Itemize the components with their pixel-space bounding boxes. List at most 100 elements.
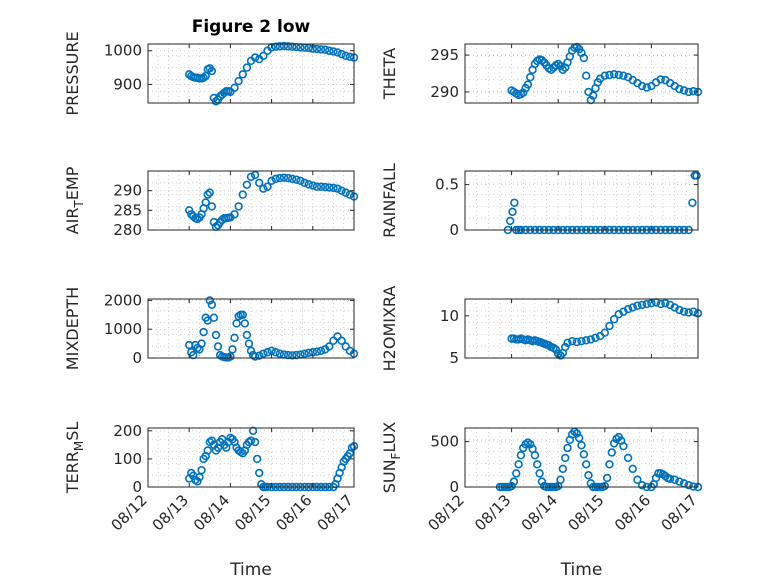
data-point (556, 475, 565, 484)
data-point (320, 45, 330, 54)
data-point (526, 72, 535, 82)
x-axis-label: Time (560, 560, 603, 580)
data-point (279, 41, 289, 51)
data-point (605, 70, 614, 80)
data-point (197, 465, 206, 475)
y-tick-label: 0.5 (435, 176, 459, 194)
data-point (283, 350, 293, 360)
data-point (563, 338, 572, 348)
data-point (530, 451, 540, 460)
y-tick-label: 200 (113, 422, 142, 440)
x-tick-label: 08/12 (108, 491, 151, 534)
x-tick-label: 08/14 (518, 491, 561, 534)
data-point (689, 86, 698, 96)
data-point (329, 336, 338, 345)
data-point (279, 173, 289, 182)
data-point (240, 319, 250, 328)
data-point (199, 327, 208, 337)
data-point (246, 346, 256, 356)
data-point (579, 450, 589, 459)
axes-frame (147, 298, 355, 359)
data-point (688, 198, 697, 207)
chart-title: Figure 2 low (192, 17, 311, 37)
data-point (560, 453, 570, 463)
data-point (623, 453, 633, 463)
data-point (242, 63, 252, 72)
x-tick-label: 08/13 (471, 491, 514, 534)
y-tick-label: 10 (440, 307, 459, 325)
data-point (684, 87, 693, 97)
data-point (507, 481, 516, 491)
data-point (271, 174, 280, 184)
data-point (637, 300, 647, 310)
data-point (633, 301, 642, 310)
data-point (506, 216, 515, 226)
data-point (250, 352, 260, 361)
data-point (633, 475, 642, 484)
data-point (255, 178, 264, 188)
axes-frame (464, 170, 699, 231)
data-point (329, 47, 338, 56)
y-tick-label: 100 (113, 450, 142, 468)
y-tick-label: 0 (449, 221, 459, 239)
data-point (207, 436, 217, 445)
data-point (337, 49, 346, 59)
data-point (581, 336, 591, 345)
data-point (201, 198, 210, 207)
data-point (675, 477, 684, 486)
data-point (228, 345, 237, 354)
subplot-8: 0 500 08/12 08/13 08/14 08/15 08/16 08/17 SUNFLU… (380, 422, 703, 580)
data-point (325, 46, 334, 55)
data-point (535, 469, 544, 478)
data-point (508, 207, 517, 217)
data-point (250, 437, 260, 447)
data-point (255, 468, 264, 478)
x-tick-label: 08/17 (314, 491, 357, 534)
x-tick-label: 08/15 (564, 491, 607, 534)
data-point (255, 351, 264, 360)
axes-frame (464, 43, 699, 104)
data-point (271, 42, 280, 51)
data-point (605, 460, 614, 469)
data-point (230, 210, 239, 219)
data-point (312, 347, 322, 356)
data-point (316, 45, 326, 54)
data-point (600, 481, 609, 491)
data-point (602, 473, 612, 483)
data-point (207, 300, 217, 309)
data-point (572, 337, 582, 347)
data-point (252, 454, 262, 464)
data-point (675, 305, 684, 315)
data-point (665, 474, 675, 484)
data-point (207, 66, 217, 76)
x-axis-label: Time (229, 560, 272, 580)
data-point (308, 181, 317, 190)
data-point (271, 348, 280, 357)
data-point (193, 214, 202, 224)
data-point (248, 426, 258, 436)
data-point (226, 352, 235, 361)
data-point (213, 342, 223, 351)
y-tick-label: 0 (132, 478, 142, 496)
data-point (619, 441, 628, 451)
data-point (675, 84, 684, 94)
data-point (189, 350, 198, 360)
data-point (345, 190, 355, 199)
data-point (211, 97, 221, 106)
data-point (609, 315, 619, 324)
data-point (203, 446, 212, 455)
data-point (283, 173, 293, 183)
data-point (574, 433, 584, 443)
data-point (581, 71, 591, 80)
data-point (605, 321, 614, 331)
data-point (628, 303, 637, 312)
data-point (263, 182, 272, 191)
data-point (203, 190, 212, 199)
subplot-6: 5 10 H2OMIXRA (380, 286, 703, 371)
y-tick-label: 0 (132, 349, 142, 367)
data-point (283, 42, 293, 51)
data-point (296, 176, 305, 186)
data-point (345, 52, 355, 62)
data-point (577, 336, 586, 346)
data-point (230, 333, 239, 343)
